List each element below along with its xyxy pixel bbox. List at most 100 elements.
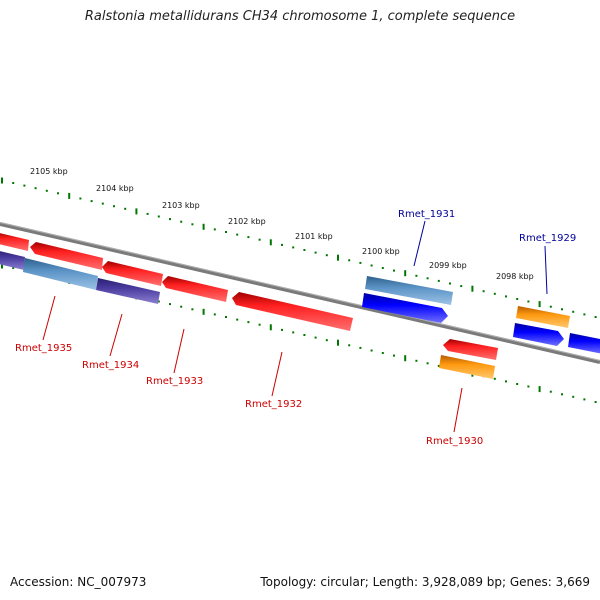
gene-label-rmet-1929[interactable]: Rmet_1929 [519,233,576,244]
outer-track-major-tick [269,239,272,246]
inner-track-minor-tick [236,318,239,321]
gene-rmet-1929b-arrow[interactable] [513,323,564,346]
outer-track-minor-tick [236,233,239,236]
gene-rmet-1930-arrow[interactable] [443,339,498,360]
gene-rmet-1931b-arrow[interactable] [362,293,448,323]
outer-track-minor-tick [482,290,485,293]
gene-rmet-1935-arrow[interactable] [30,242,103,270]
inner-track-minor-tick [583,398,586,401]
outer-track-minor-tick [594,316,597,318]
inner-track-major-tick [269,324,272,331]
inner-track-minor-tick [191,308,194,311]
outer-track-minor-tick [169,218,171,221]
outer-track-minor-tick [527,300,530,303]
gene-label-rmet-1935[interactable]: Rmet_1935 [15,343,72,354]
outer-track-minor-tick [583,313,586,316]
outer-track-minor-tick [303,249,306,251]
outer-track-major-tick [337,254,339,261]
outer-track-minor-tick [449,282,451,285]
inner-track-minor-tick [325,339,328,342]
gene-label-rmet-1933[interactable]: Rmet_1933 [146,376,203,387]
gene-rmet-1933-arrow[interactable] [162,276,228,302]
inner-track-major-tick [202,308,205,315]
gene-rmet-1935b-bar[interactable] [23,258,98,290]
inner-track-minor-tick [437,364,440,367]
outer-track-minor-tick [34,187,37,190]
inner-track-minor-tick [169,303,171,306]
inner-track-minor-tick [594,401,597,403]
outer-track-minor-tick [370,264,373,267]
outer-track-minor-tick [516,298,519,300]
inner-track-minor-tick [527,385,530,388]
inner-track-minor-tick [359,346,362,349]
outer-track-minor-tick [281,243,283,246]
outer-track-minor-tick [157,215,160,218]
outer-track-minor-tick [101,202,104,205]
accession-text: Accession: NC_007973 [10,575,147,589]
gene-features [0,232,600,379]
outer-track-minor-tick [258,238,261,241]
gene-label-rmet-1931[interactable]: Rmet_1931 [398,209,455,220]
inner-track-minor-tick [370,349,373,352]
outer-track-minor-tick [180,220,183,223]
scale-label-2102: 2102 kbp [228,217,266,226]
inner-track-minor-tick [303,334,306,336]
scale-label-2105: 2105 kbp [30,167,68,176]
outer-track-minor-tick [23,184,26,187]
inner-track-minor-tick [493,377,496,380]
gene-label-rmet-1934[interactable]: Rmet_1934 [82,360,139,371]
gene-rmet-1936-arrow[interactable] [0,232,29,251]
inner-track-minor-tick [561,393,563,396]
inner-track-minor-tick [213,313,216,316]
outer-track-minor-tick [292,246,295,249]
outer-track-major-tick [404,270,407,277]
outer-track-minor-tick [314,251,317,254]
outer-track-minor-tick [561,308,563,311]
outer-track-minor-tick [437,279,440,282]
inner-track-minor-tick [12,267,15,269]
scale-label-2098: 2098 kbp [496,272,534,281]
outer-track-minor-tick [359,261,362,264]
inner-track-minor-tick [292,331,295,334]
gene-rmet-1928-arrow[interactable] [568,333,600,354]
outer-track-major-tick [538,301,541,308]
chromosome-backbone [0,222,600,364]
inner-track-major-tick [1,262,3,269]
outer-track-minor-tick [460,285,463,288]
outer-track-minor-tick [549,305,552,308]
inner-track-minor-tick [516,383,519,385]
inner-track-minor-tick [247,321,250,324]
inner-track-minor-tick [381,352,384,354]
outer-tick-track [1,177,597,318]
outer-track-minor-tick [415,274,418,277]
inner-track-minor-tick [258,323,261,326]
gene-rmet-1934-arrow[interactable] [102,261,163,286]
outer-track-major-tick [1,177,3,184]
outer-track-minor-tick [79,197,82,200]
gene-rmet-1936b-bar[interactable] [0,250,25,270]
gene-rmet-1931-bar[interactable] [365,276,453,305]
scale-label-2101: 2101 kbp [295,232,333,241]
outer-track-minor-tick [124,207,127,210]
gene-rmet-1929-bar[interactable] [516,306,570,328]
inner-track-minor-tick [180,305,183,308]
gene-label-rmet-1932[interactable]: Rmet_1932 [245,399,302,410]
outer-track-minor-tick [572,310,575,313]
gene-label-rmet-1930[interactable]: Rmet_1930 [426,436,483,447]
scale-label-2103: 2103 kbp [162,201,200,210]
outer-track-minor-tick [225,231,227,233]
outer-track-major-tick [202,223,205,230]
outer-track-minor-tick [493,292,496,295]
gene-rmet-1934b-bar[interactable] [96,278,160,304]
inner-track-minor-tick [549,390,552,393]
outer-track-minor-tick [348,259,351,262]
outer-track-minor-tick [45,189,48,192]
scale-label-2104: 2104 kbp [96,184,134,193]
outer-track-minor-tick [113,205,115,208]
gene-rmet-1932-arrow[interactable] [232,292,353,331]
gene-rmet-1930b-bar[interactable] [439,355,495,379]
outer-track-minor-tick [12,182,15,184]
outer-track-minor-tick [57,192,59,195]
inner-track-minor-tick [314,336,317,339]
inner-track-minor-tick [505,380,507,383]
